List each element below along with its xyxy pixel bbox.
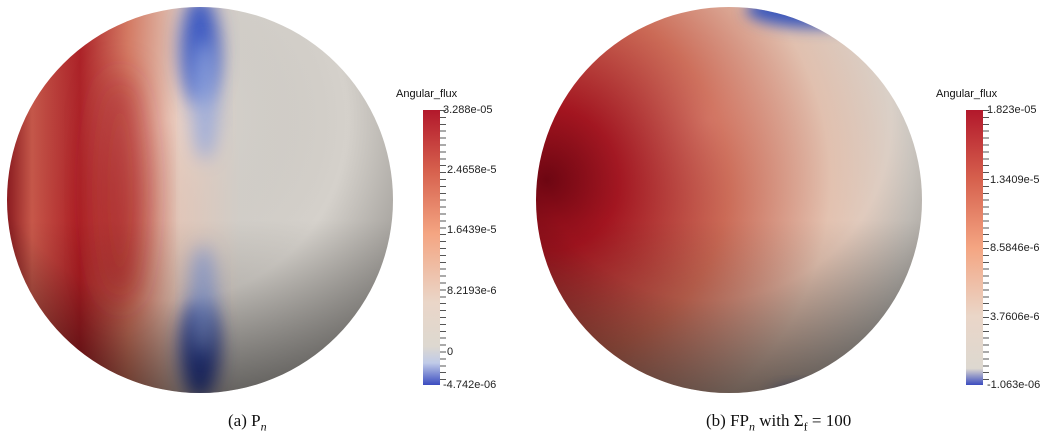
colorbar-tick-label: 3.7606e-6 — [990, 311, 1040, 323]
colorbar-tick-label: 1.823e-05 — [987, 104, 1037, 116]
colorbar-minor-ticks — [440, 110, 446, 385]
colorbar-title: Angular_flux — [396, 88, 458, 100]
colorbar-tick-label: 8.5846e-6 — [990, 242, 1040, 254]
caption-a: (a) Pn — [228, 411, 267, 434]
colorbar-title: Angular_flux — [936, 88, 998, 100]
caption-subscript-f: f — [803, 419, 808, 434]
caption-b: (b) FPn with Σf = 100 — [706, 411, 851, 434]
caption-prefix: (b) FP — [706, 411, 749, 430]
sphere-render-pn — [7, 7, 393, 393]
colorbar-gradient — [966, 110, 983, 385]
colorbar-tick-label: 1.3409e-5 — [990, 174, 1040, 186]
colorbar-tick-label: -4.742e-06 — [443, 379, 497, 391]
colorbar-tick-label: 2.4658e-5 — [447, 164, 497, 176]
caption-prefix: (a) P — [228, 411, 261, 430]
caption-subscript: n — [260, 419, 267, 434]
caption-subscript: n — [748, 419, 755, 434]
panel-b: Angular_flux 1.823e-05 1.3409e-5 8.5846e… — [526, 0, 1052, 437]
sphere-render-fpn — [536, 7, 922, 393]
colorbar-tick-label: 0 — [447, 346, 454, 358]
colorbar-gradient — [423, 110, 440, 385]
colorbar-tick-label: 3.288e-05 — [443, 104, 493, 116]
colorbar-tick-label: 1.6439e-5 — [447, 224, 497, 236]
caption-suffix: with Σ — [754, 411, 804, 430]
colorbar-minor-ticks — [983, 110, 989, 385]
panel-a: Angular_flux 3.288e-05 2.4658e-5 1.6439e… — [7, 7, 497, 434]
colorbar-tick-label: 8.2193e-6 — [447, 285, 497, 297]
caption-suffix-value: = 100 — [807, 411, 852, 430]
colorbar-tick-label: -1.063e-06 — [987, 379, 1041, 391]
